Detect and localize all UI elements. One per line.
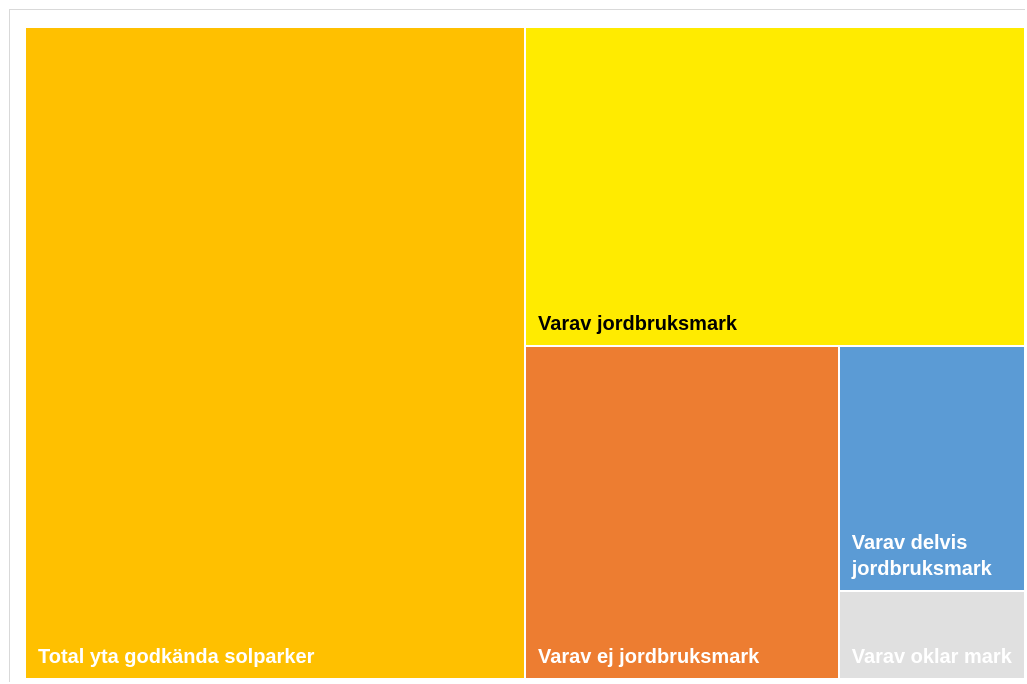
treemap-cell: Varav delvis jordbruksmark <box>838 346 1025 592</box>
cell-label: Varav jordbruksmark <box>538 313 737 336</box>
cell-label: Varav oklar mark <box>851 645 1012 668</box>
treemap-cell: Varav ej jordbruksmark <box>525 346 839 679</box>
treemap-cell: Varav oklar mark <box>838 591 1025 679</box>
chart-frame <box>9 9 1025 682</box>
treemap-cell: Varav jordbruksmark <box>525 27 1025 347</box>
cell-label: Varav delvis jordbruksmark <box>851 532 992 581</box>
cell-label: Varav ej jordbruksmark <box>538 645 760 668</box>
cell-label: Total yta godkända solparker <box>38 646 315 668</box>
treemap-cell: Total yta godkända solparker <box>25 27 525 679</box>
treemap: Total yta godkända solparker Varav jordbr… <box>25 27 1025 679</box>
